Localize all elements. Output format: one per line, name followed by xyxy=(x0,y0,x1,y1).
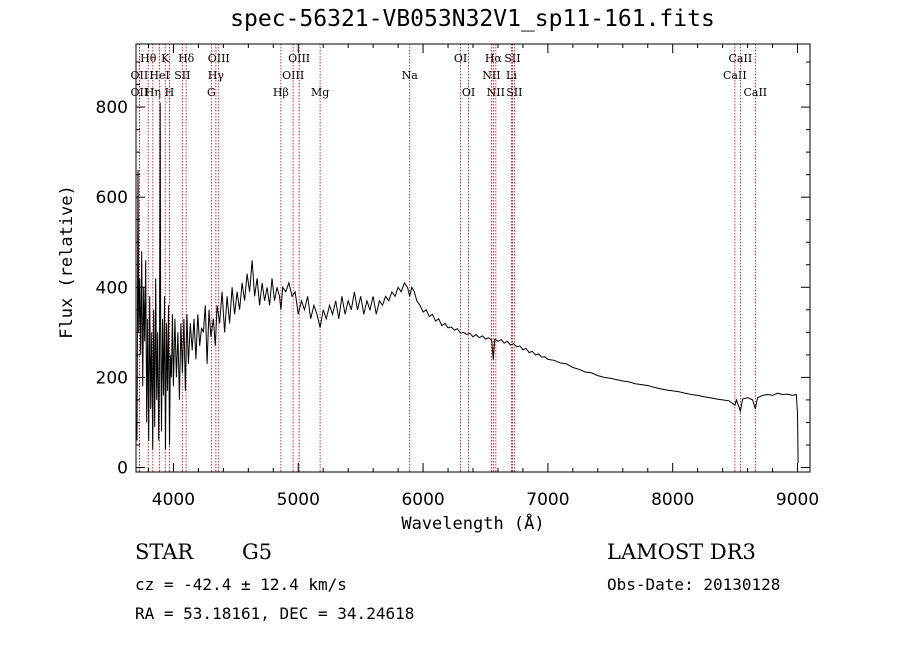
line-marker-label: SII xyxy=(506,86,522,99)
line-marker-label: SII xyxy=(504,52,520,65)
line-markers: OIIOIIHθHηHeIKHSIIHδGHγOIIIHβOIIIOIIIMgN… xyxy=(131,44,767,472)
redshift-info: cz = -42.4 ± 12.4 km/s xyxy=(135,575,347,594)
line-marker-label: OIII xyxy=(282,69,304,82)
line-marker-label: K xyxy=(161,52,170,65)
x-axis-label: Wavelength (Å) xyxy=(401,512,544,534)
line-marker-label: OIII xyxy=(208,52,230,65)
line-marker-label: Li xyxy=(506,69,517,82)
obs-date: Obs-Date: 20130128 xyxy=(607,575,781,594)
y-axis-label: Flux (relative) xyxy=(57,185,77,339)
line-marker-label: CaII xyxy=(729,52,753,65)
line-marker-label: HeI xyxy=(149,69,169,82)
x-tick-label: 7000 xyxy=(526,490,569,510)
y-tick-label: 0 xyxy=(117,458,128,478)
line-marker-label: Hθ xyxy=(140,52,157,65)
x-tick-label: 5000 xyxy=(277,490,320,510)
line-marker-label: Hγ xyxy=(208,69,225,82)
spectrum-line xyxy=(135,102,799,464)
line-marker-label: H xyxy=(165,86,175,99)
object-class: STAR xyxy=(135,540,194,564)
line-marker-label: CaII xyxy=(743,86,767,99)
chart-title: spec-56321-VB053N32V1_sp11-161.fits xyxy=(230,6,715,32)
y-tick-label: 800 xyxy=(96,98,128,118)
y-tick-label: 400 xyxy=(96,278,128,298)
plot-frame xyxy=(135,43,811,473)
line-marker-label: OI xyxy=(462,86,475,99)
line-marker-label: Hβ xyxy=(273,86,289,99)
y-tick-label: 200 xyxy=(96,368,128,388)
line-marker-label: OI xyxy=(454,52,467,65)
x-tick-label: 8000 xyxy=(651,490,694,510)
y-tick-label: 600 xyxy=(96,188,128,208)
line-marker-label: OII xyxy=(131,86,149,99)
x-tick-label: 6000 xyxy=(401,490,444,510)
line-marker-label: OIII xyxy=(288,52,310,65)
line-marker-label: NII xyxy=(487,86,505,99)
survey-name: LAMOST DR3 xyxy=(607,540,756,564)
line-marker-label: Hη xyxy=(145,86,161,99)
x-tick-label: 4000 xyxy=(152,490,195,510)
line-marker-label: Mg xyxy=(311,86,329,99)
line-marker-label: NII xyxy=(482,69,500,82)
axis-ticks: 4000 5000 6000 7000 8000 9000 0 200 400 600 800 xyxy=(96,44,819,510)
line-marker-label: Na xyxy=(402,69,419,82)
line-marker-label: G xyxy=(207,86,216,99)
subclass: G5 xyxy=(242,540,273,564)
line-marker-label: Hα xyxy=(485,52,503,65)
coordinates: RA = 53.18161, DEC = 34.24618 xyxy=(135,604,415,623)
x-tick-label: 9000 xyxy=(776,490,819,510)
line-marker-label: CaII xyxy=(723,69,747,82)
line-marker-label: Hδ xyxy=(178,52,195,65)
line-marker-label: SII xyxy=(174,69,190,82)
